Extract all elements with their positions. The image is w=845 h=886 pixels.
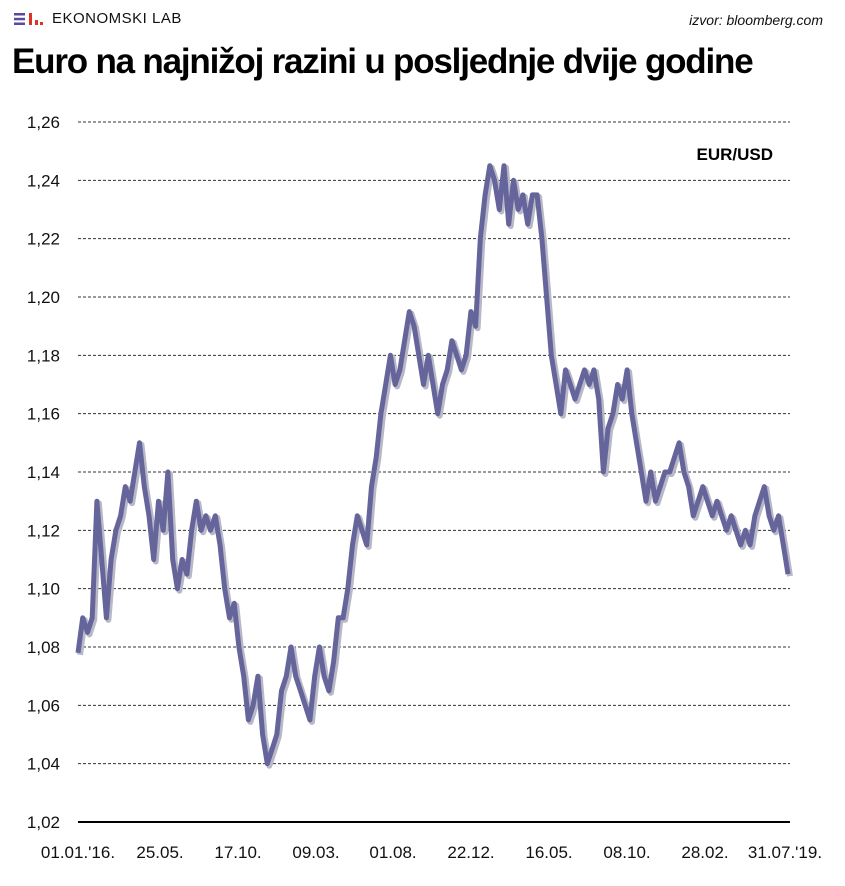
x-tick-label: 17.10.	[214, 843, 261, 862]
x-tick-label: 09.03.	[292, 843, 339, 862]
logo: EKONOMSKI LAB	[14, 10, 182, 27]
y-tick-label: 1,06	[27, 696, 60, 715]
y-tick-label: 1,22	[27, 230, 60, 249]
y-tick-label: 1,12	[27, 521, 60, 540]
x-tick-label: 08.10.	[603, 843, 650, 862]
brand-name: EKONOMSKI LAB	[52, 10, 182, 27]
source-note: izvor: bloomberg.com	[689, 12, 823, 28]
y-tick-label: 1,10	[27, 580, 60, 599]
y-tick-label: 1,04	[27, 755, 60, 774]
y-tick-label: 1,20	[27, 288, 60, 307]
x-tick-label: 01.08.	[369, 843, 416, 862]
y-tick-label: 1,14	[27, 463, 60, 482]
y-tick-label: 1,26	[27, 113, 60, 132]
chart-title: Euro na najnižoj razini u posljednje dvi…	[12, 42, 754, 81]
x-tick-label: 16.05.	[525, 843, 572, 862]
x-tick-label: 22.12.	[447, 843, 494, 862]
y-tick-label: 1,18	[27, 346, 60, 365]
x-tick-label: 01.01.'16.	[41, 843, 115, 862]
series-label: EUR/USD	[696, 145, 773, 164]
eurusd-line	[75, 163, 791, 767]
y-tick-label: 1,08	[27, 638, 60, 657]
y-tick-label: 1,16	[27, 405, 60, 424]
x-tick-label: 31.07.'19.	[748, 843, 822, 862]
y-tick-label: 1,24	[27, 171, 60, 190]
y-tick-label: 1,02	[27, 813, 60, 832]
x-tick-label: 25.05.	[136, 843, 183, 862]
x-tick-label: 28.02.	[681, 843, 728, 862]
ekonomski-lab-logo-icon	[14, 12, 43, 25]
